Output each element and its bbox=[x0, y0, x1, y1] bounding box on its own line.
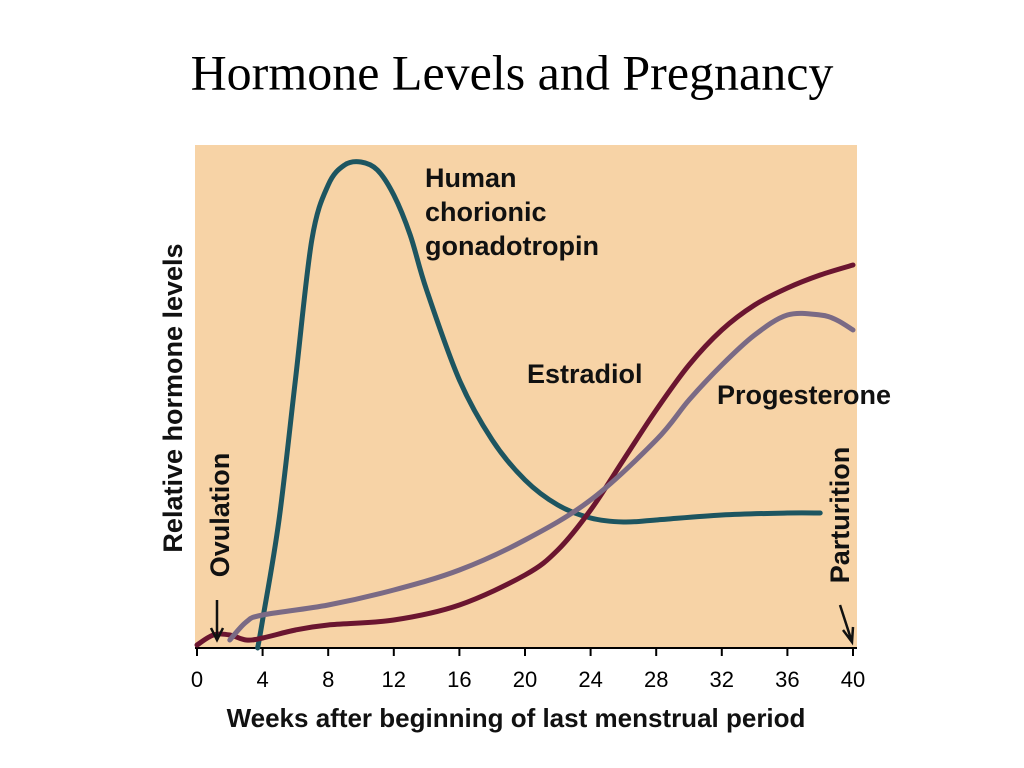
series-label: Human chorionic gonadotropin bbox=[425, 163, 599, 261]
x-axis-label: Weeks after beginning of last menstrual … bbox=[227, 703, 806, 733]
x-tick-label: 32 bbox=[710, 667, 734, 692]
arrow bbox=[209, 600, 225, 643]
series-label: Estradiol bbox=[527, 359, 643, 389]
annotation: Ovulation bbox=[205, 453, 235, 578]
series-label: Progesterone bbox=[717, 380, 891, 410]
x-tick-label: 16 bbox=[447, 667, 471, 692]
y-axis-label: Relative hormone levels bbox=[158, 243, 188, 552]
annotation: Parturition bbox=[825, 447, 855, 584]
x-tick-label: 28 bbox=[644, 667, 668, 692]
x-tick-label: 24 bbox=[578, 667, 602, 692]
x-tick-label: 20 bbox=[513, 667, 537, 692]
chart-title: Hormone Levels and Pregnancy bbox=[191, 44, 834, 100]
x-tick-label: 12 bbox=[382, 667, 406, 692]
series-line bbox=[194, 262, 856, 648]
x-tick-label: 4 bbox=[256, 667, 268, 692]
x-tick-label: 0 bbox=[191, 667, 203, 692]
plot-background bbox=[195, 145, 857, 648]
series-line bbox=[227, 310, 856, 643]
x-tick-label: 8 bbox=[322, 667, 334, 692]
x-tick-label: 36 bbox=[775, 667, 799, 692]
arrow bbox=[838, 604, 855, 646]
x-tick-label: 40 bbox=[841, 667, 865, 692]
series-line bbox=[255, 159, 823, 651]
